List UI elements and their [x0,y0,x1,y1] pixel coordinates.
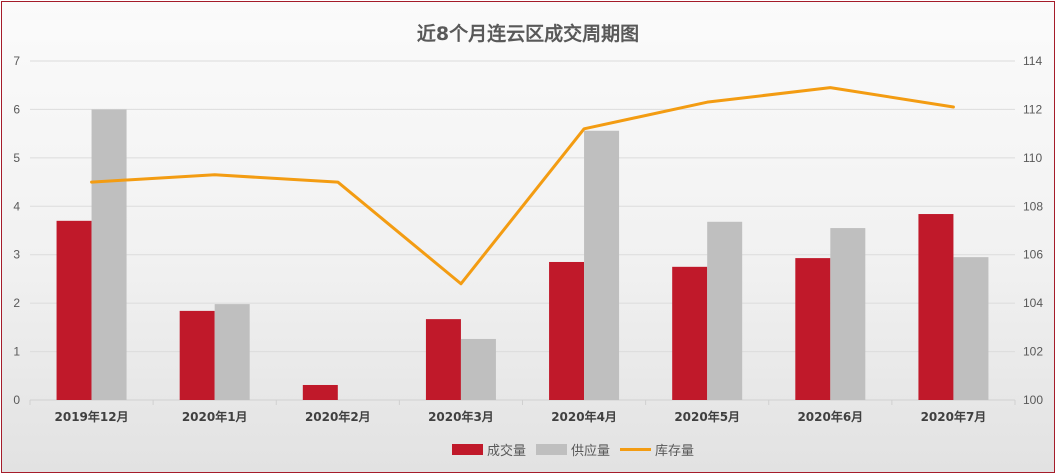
bar-series [56,109,989,401]
x-axis-labels: 2019年12月 2020年1月 2020年2月 2020年3月 2020年4月 2020… [55,409,987,424]
legend-item-stock[interactable]: 库存量 [620,440,694,459]
left-axis-tick-label: 7 [13,54,20,68]
bar-deal [795,258,831,400]
gridlines [29,60,1016,405]
legend-item-supply[interactable]: 供应量 [536,440,610,459]
legend-item-deal[interactable]: 成交量 [452,440,526,459]
x-axis-label: 2020年5月 [674,409,740,424]
stock-line [90,86,955,286]
right-axis-tick-label: 110 [1023,151,1042,165]
x-axis-label: 2020年3月 [428,409,494,424]
x-axis-label: 2020年7月 [921,409,987,424]
bar-supply [584,130,620,401]
bar-deal [56,220,92,400]
line-series [90,86,955,286]
bar-supply [460,338,496,400]
bar-deal [672,266,708,400]
right-axis-tick-label: 104 [1023,296,1043,310]
bar-deal [918,214,954,400]
bar-supply [91,109,127,400]
legend-swatch-deal [452,444,483,455]
legend-swatch-supply [536,444,568,455]
legend-label-stock: 库存量 [655,444,695,459]
left-axis-tick-label: 5 [13,151,20,165]
x-axis-label: 2020年2月 [305,409,371,424]
right-axis-tick-label: 100 [1023,393,1043,407]
legend-label-deal: 成交量 [487,444,527,459]
right-axis-tick-label: 102 [1023,345,1043,359]
bar-deal [425,319,461,400]
legend-swatch-stock [620,448,652,451]
chart-title: 近8个月连云区成交周期图 [416,23,640,45]
left-axis-tick-label: 4 [13,199,20,213]
legend: 成交量 供应量 库存量 [452,440,698,459]
right-axis-tick-label: 108 [1023,199,1043,213]
left-axis-tick-label: 3 [13,248,20,262]
left-axis-tick-label: 1 [13,345,20,359]
x-axis-label: 2020年4月 [551,409,617,424]
bar-supply [214,304,250,400]
right-axis-tick-label: 106 [1023,248,1043,262]
bar-deal [179,310,215,400]
x-axis-label: 2020年1月 [182,409,248,424]
right-axis-tick-label: 114 [1023,54,1042,68]
bar-supply [830,228,866,400]
bar-supply [707,221,743,400]
right-axis-tick-label: 112 [1023,102,1042,116]
right-axis-ticks: 100 102 104 106 108 110 112 114 [1023,54,1043,407]
bar-deal [549,261,585,400]
x-axis-label: 2020年6月 [797,409,863,424]
left-axis-tick-label: 6 [13,102,20,116]
left-axis-ticks: 0 1 2 3 4 5 6 7 [13,54,20,407]
bar-deal [302,384,338,400]
left-axis-tick-label: 2 [13,296,20,310]
x-axis-label: 2019年12月 [55,409,129,424]
bar-supply [953,257,989,400]
legend-label-supply: 供应量 [571,444,611,459]
left-axis-tick-label: 0 [13,393,20,407]
